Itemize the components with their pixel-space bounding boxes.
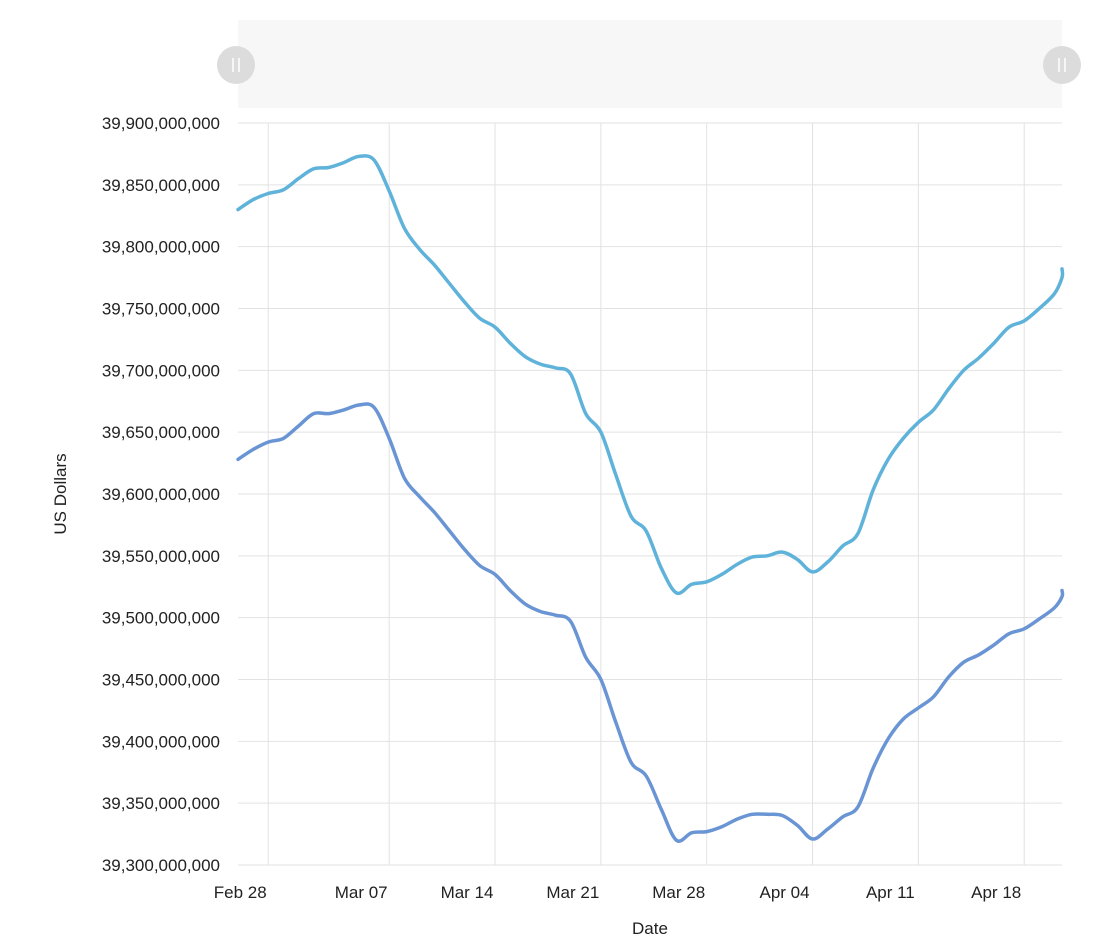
x-tick-label: Apr 18 <box>971 883 1021 902</box>
grid <box>238 122 1062 866</box>
drag-handle-icon <box>1058 58 1066 72</box>
navigator-left-handle[interactable] <box>217 46 255 84</box>
y-tick-label: 39,900,000,000 <box>102 114 220 133</box>
range-navigator[interactable] <box>217 20 1081 108</box>
handle-knob[interactable] <box>217 46 255 84</box>
x-tick-label: Feb 28 <box>214 883 267 902</box>
y-tick-label: 39,400,000,000 <box>102 732 220 751</box>
x-tick-label: Apr 11 <box>866 883 915 902</box>
y-tick-label: 39,850,000,000 <box>102 176 220 195</box>
x-tick-label: Mar 14 <box>441 883 494 902</box>
y-tick-label: 39,750,000,000 <box>102 300 220 319</box>
y-tick-label: 39,500,000,000 <box>102 609 220 628</box>
y-tick-label: 39,550,000,000 <box>102 547 220 566</box>
series-lines <box>236 154 1065 843</box>
navigator-track[interactable] <box>238 20 1062 108</box>
y-tick-label: 39,800,000,000 <box>102 238 220 257</box>
y-tick-label: 39,600,000,000 <box>102 485 220 504</box>
series-line-1[interactable] <box>236 154 1065 596</box>
x-tick-label: Apr 04 <box>759 883 809 902</box>
navigator-right-handle[interactable] <box>1043 46 1081 84</box>
axes: 39,300,000,000 39,350,000,000 39,400,000,0… <box>51 114 1021 938</box>
y-tick-label: 39,650,000,000 <box>102 423 220 442</box>
drag-handle-icon <box>232 58 240 72</box>
y-axis-title: US Dollars <box>51 453 70 534</box>
y-tick-label: 39,300,000,000 <box>102 856 220 875</box>
y-tick-label: 39,700,000,000 <box>102 361 220 380</box>
y-tick-label: 39,350,000,000 <box>102 794 220 813</box>
y-tick-label: 39,450,000,000 <box>102 671 220 690</box>
handle-knob[interactable] <box>1043 46 1081 84</box>
series-line-2[interactable] <box>236 402 1065 843</box>
x-tick-label: Mar 21 <box>546 883 599 902</box>
x-tick-label: Mar 07 <box>335 883 388 902</box>
x-tick-label: Mar 28 <box>652 883 705 902</box>
x-axis-title: Date <box>632 919 668 936</box>
